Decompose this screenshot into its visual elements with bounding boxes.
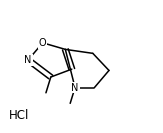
Text: O: O [39, 38, 46, 48]
Text: N: N [24, 55, 32, 65]
Text: HCl: HCl [9, 109, 29, 122]
Text: N: N [71, 83, 79, 93]
